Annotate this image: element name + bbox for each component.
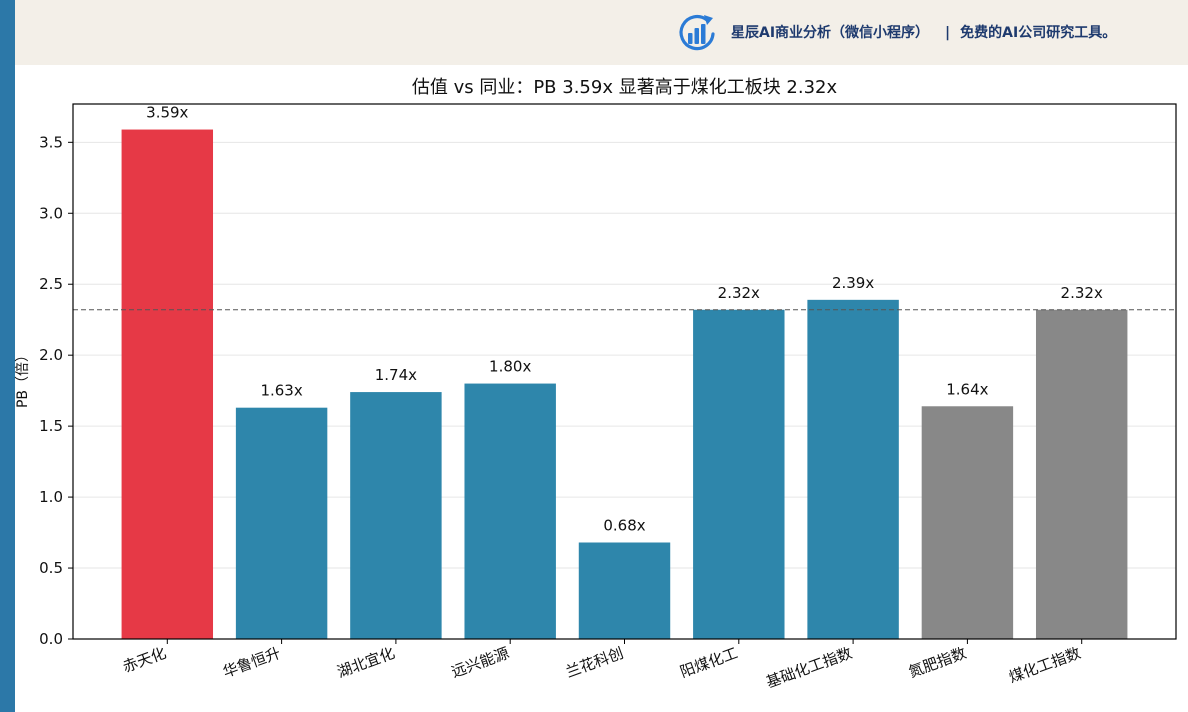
bar-value-labels: 3.59x 1.63x 1.74x 1.80x 0.68x 2.32x 2.39x 1.64x… xyxy=(146,104,1103,535)
logo-bar-1 xyxy=(688,33,693,44)
chart-title: 估值 vs 同业：PB 3.59x 显著高于煤化工板块 2.32x xyxy=(412,77,838,98)
left-accent-strip xyxy=(0,0,15,712)
bar xyxy=(921,406,1014,639)
y-tick-label: 3.0 xyxy=(39,204,63,222)
x-tick-label: 兰花科创 xyxy=(563,644,626,681)
bar-value-label: 2.39x xyxy=(832,274,874,292)
x-tick-label: 华鲁恒升 xyxy=(220,644,283,681)
banner-tagline: 免费的AI公司研究工具。 xyxy=(960,25,1117,41)
x-tick-label: 氮肥指数 xyxy=(906,644,969,681)
bar xyxy=(350,392,442,639)
logo-arrow xyxy=(704,15,713,25)
bar-value-label: 2.32x xyxy=(718,284,760,302)
bar xyxy=(235,407,328,639)
bar-value-label: 3.59x xyxy=(146,104,188,122)
logo-bar-2 xyxy=(694,28,699,44)
bar xyxy=(464,383,556,639)
x-ticks: 赤天化 华鲁恒升 湖北宜化 远兴能源 兰花科创 阳煤化工 基础化工指数 氮肥指数 煤化工指数 xyxy=(120,639,1083,692)
bar xyxy=(693,309,785,639)
bar-chart-refresh-icon xyxy=(677,12,717,52)
bars xyxy=(121,129,1128,639)
y-tick-label: 3.5 xyxy=(39,133,63,151)
logo-bar-3 xyxy=(701,24,706,44)
x-tick-label: 阳煤化工 xyxy=(678,644,741,681)
x-tick-label: 基础化工指数 xyxy=(764,644,855,692)
bar xyxy=(807,299,899,639)
logo-ring xyxy=(679,14,715,51)
bar-value-label: 1.80x xyxy=(489,358,531,376)
bar xyxy=(578,542,671,639)
banner-title: 星辰AI商业分析（微信小程序） xyxy=(731,25,930,41)
x-tick-label: 赤天化 xyxy=(120,644,168,676)
bar-value-label: 1.63x xyxy=(260,382,302,400)
x-tick-label: 湖北宜化 xyxy=(335,644,398,681)
banner-text: 星辰AI商业分析（微信小程序） | 免费的AI公司研究工具。 xyxy=(731,23,1116,43)
y-ticks: 0.0 0.5 1.0 1.5 2.0 2.5 3.0 3.5 xyxy=(39,133,73,648)
y-axis-label: PB（倍） xyxy=(15,348,31,408)
y-tick-label: 0.0 xyxy=(39,630,63,648)
y-tick-label: 0.5 xyxy=(39,559,63,577)
bar xyxy=(121,129,214,639)
bar-value-label: 1.64x xyxy=(946,380,988,398)
bar-value-label: 2.32x xyxy=(1061,284,1103,302)
y-tick-label: 2.5 xyxy=(39,275,63,293)
header-banner xyxy=(15,0,1188,65)
bar-value-label: 1.74x xyxy=(375,366,417,384)
y-tick-label: 2.0 xyxy=(39,346,63,364)
banner-separator: | xyxy=(945,25,951,41)
bar-value-label: 0.68x xyxy=(603,517,645,535)
x-tick-label: 远兴能源 xyxy=(449,644,512,681)
y-tick-label: 1.5 xyxy=(39,417,63,435)
y-tick-label: 1.0 xyxy=(39,488,63,506)
x-tick-label: 煤化工指数 xyxy=(1006,644,1083,687)
bar xyxy=(1035,309,1128,639)
